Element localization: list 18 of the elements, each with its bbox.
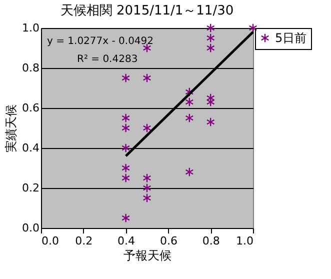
chart-title: 天候相関 2015/11/1～11/30 bbox=[60, 3, 234, 18]
x-tick-label: 0.6 bbox=[160, 234, 178, 248]
x-tick-label: 0.8 bbox=[202, 234, 220, 248]
y-tick-label: 1.0 bbox=[22, 22, 40, 34]
y-tick-label: 0.6 bbox=[22, 102, 40, 114]
x-tick-label: 1.0 bbox=[236, 234, 254, 248]
x-axis-title: 予報天候 bbox=[124, 248, 172, 262]
y-axis-title: 実績天候 bbox=[4, 104, 18, 152]
y-tick-label: 0.0 bbox=[22, 222, 40, 234]
annotation: R² = 0.4283 bbox=[77, 54, 138, 65]
y-tick-label: 0.8 bbox=[22, 62, 40, 74]
annotation: y = 1.0277x - 0.0492 bbox=[47, 36, 154, 47]
x-tick-label: 0.4 bbox=[118, 234, 136, 248]
legend-label: 5日前 bbox=[275, 31, 307, 45]
y-tick-label: 0.2 bbox=[22, 182, 40, 194]
y-tick-label: 0.4 bbox=[22, 142, 40, 154]
x-tick-label: 0.0 bbox=[42, 234, 59, 248]
x-tick-label: 0.2 bbox=[75, 234, 93, 248]
